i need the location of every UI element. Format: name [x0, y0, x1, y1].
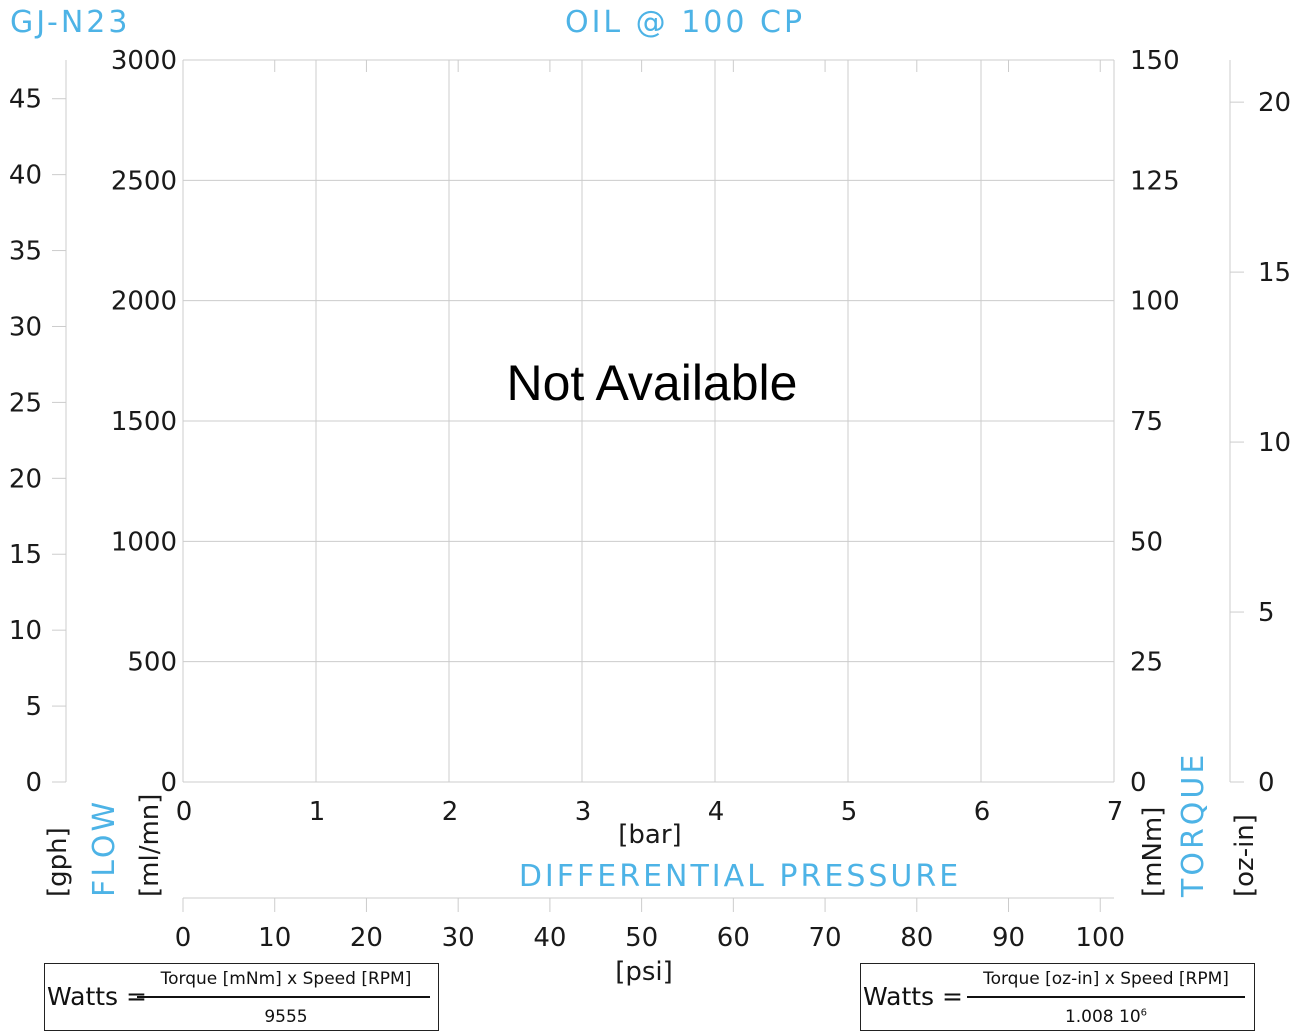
pressure-bar-tick-label: 2 — [442, 797, 459, 827]
torque-axis-title: TORQUE — [1176, 752, 1211, 898]
flow-gph-tick-label: 10 — [9, 616, 42, 646]
torque-ozin-tick-label: 20 — [1258, 88, 1291, 118]
pressure-bar-tick-label: 6 — [974, 797, 991, 827]
pressure-bar-tick-label: 3 — [575, 797, 592, 827]
flow-axis-title: FLOW — [87, 799, 122, 897]
metric-formula-fraction-bar — [137, 996, 430, 998]
imperial-denominator-base: 1.008 10 — [1064, 1007, 1141, 1027]
torque-mnm-tick-label: 125 — [1130, 166, 1180, 196]
flow-ml-tick-label: 500 — [127, 648, 177, 678]
flow-gph-tick-label: 45 — [9, 85, 42, 115]
not-available-message: Not Available — [507, 355, 798, 411]
pressure-bar-tick-label: 0 — [176, 797, 193, 827]
torque-ozin-tick-label: 15 — [1258, 258, 1291, 288]
pressure-axis-title: DIFFERENTIAL PRESSURE — [519, 859, 961, 894]
torque-mnm-tick-label: 25 — [1130, 648, 1163, 678]
pressure-psi-tick-label: 40 — [533, 923, 566, 953]
flow-ml-tick-label: 1500 — [111, 407, 177, 437]
model-title: GJ-N23 — [10, 5, 130, 40]
ozin-unit-label: [oz-in] — [1230, 814, 1260, 897]
torque-ozin-tick-label: 0 — [1258, 768, 1275, 798]
imperial-formula-denominator: 1.008 106 — [961, 1007, 1251, 1027]
flow-ml-tick-label: 2000 — [111, 287, 177, 317]
pressure-bar-tick-label: 1 — [309, 797, 326, 827]
flow-gph-tick-label: 40 — [9, 161, 42, 191]
imperial-formula-lhs: Watts = — [863, 982, 963, 1011]
pressure-psi-tick-label: 0 — [175, 923, 192, 953]
pressure-psi-tick-label: 30 — [442, 923, 475, 953]
imperial-denominator-exponent: 6 — [1140, 1007, 1148, 1019]
torque-mnm-tick-label: 150 — [1130, 46, 1180, 76]
flow-gph-tick-label: 25 — [9, 388, 42, 418]
flow-ml-tick-label: 3000 — [111, 46, 177, 76]
torque-ozin-tick-label: 5 — [1258, 598, 1275, 628]
flow-gph-tick-label: 5 — [25, 692, 42, 722]
torque-mnm-tick-label: 75 — [1130, 407, 1163, 437]
torque-mnm-tick-label: 100 — [1130, 287, 1180, 317]
axes: 0500100015002000250030000255075100125150… — [9, 46, 1291, 953]
grid — [182, 59, 1115, 783]
pressure-psi-tick-label: 80 — [900, 923, 933, 953]
flow-gph-tick-label: 30 — [9, 312, 42, 342]
mnm-unit-label: [mNm] — [1138, 807, 1168, 897]
flow-gph-tick-label: 0 — [25, 768, 42, 798]
flow-ml-tick-label: 2500 — [111, 166, 177, 196]
torque-mnm-tick-label: 0 — [1130, 768, 1147, 798]
pressure-psi-tick-label: 50 — [625, 923, 658, 953]
pressure-psi-tick-label: 60 — [717, 923, 750, 953]
flow-ml-tick-label: 0 — [160, 768, 177, 798]
flow-gph-tick-label: 35 — [9, 237, 42, 267]
pressure-psi-tick-label: 20 — [350, 923, 383, 953]
imperial-formula-fraction-bar — [967, 996, 1245, 998]
psi-unit-label: [psi] — [615, 957, 673, 987]
torque-mnm-tick-label: 50 — [1130, 527, 1163, 557]
imperial-watts-formula: Watts = Torque [oz-in] x Speed [RPM] 1.0… — [860, 963, 1255, 1031]
flow-gph-tick-label: 15 — [9, 540, 42, 570]
torque-ozin-tick-label: 10 — [1258, 428, 1291, 458]
bar-unit-label: [bar] — [618, 820, 681, 850]
pressure-bar-tick-label: 4 — [708, 797, 725, 827]
metric-formula-numerator: Torque [mNm] x Speed [RPM] — [160, 969, 412, 989]
condition-title: OIL @ 100 CP — [565, 5, 805, 40]
imperial-formula-numerator: Torque [oz-in] x Speed [RPM] — [983, 969, 1229, 989]
pressure-bar-tick-label: 7 — [1107, 797, 1124, 827]
pressure-psi-tick-label: 10 — [258, 923, 291, 953]
flow-ml-tick-label: 1000 — [111, 527, 177, 557]
gph-unit-label: [gph] — [43, 827, 73, 897]
metric-formula-denominator: 9555 — [264, 1007, 308, 1027]
metric-formula-lhs: Watts = — [47, 982, 147, 1011]
flow-gph-tick-label: 20 — [9, 464, 42, 494]
pressure-psi-tick-label: 70 — [809, 923, 842, 953]
metric-watts-formula: Watts = Torque [mNm] x Speed [RPM] 9555 — [44, 963, 439, 1031]
pressure-bar-tick-label: 5 — [841, 797, 858, 827]
ml-unit-label: [ml/mn] — [135, 794, 165, 897]
pressure-psi-tick-label: 90 — [992, 923, 1025, 953]
pressure-psi-tick-label: 100 — [1075, 923, 1125, 953]
